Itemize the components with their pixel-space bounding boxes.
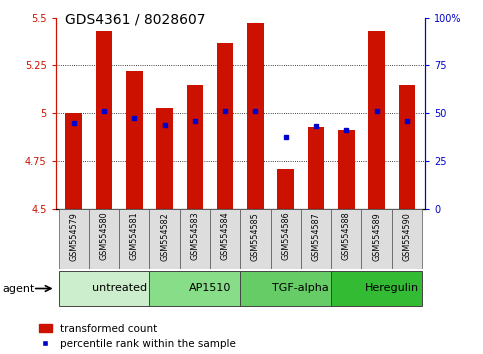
Text: GSM554590: GSM554590 (402, 212, 412, 261)
Text: GSM554579: GSM554579 (69, 212, 78, 261)
Text: TGF-alpha: TGF-alpha (272, 283, 329, 293)
FancyBboxPatch shape (180, 209, 210, 269)
Bar (186, 85, 203, 209)
Text: Heregulin: Heregulin (365, 283, 419, 293)
Text: GSM554581: GSM554581 (130, 212, 139, 261)
Bar (308, 127, 325, 209)
Text: GDS4361 / 8028607: GDS4361 / 8028607 (65, 12, 206, 27)
FancyBboxPatch shape (331, 209, 361, 269)
FancyBboxPatch shape (58, 209, 89, 269)
FancyBboxPatch shape (210, 209, 241, 269)
Bar (368, 31, 385, 209)
Text: AP1510: AP1510 (189, 283, 231, 293)
FancyBboxPatch shape (58, 271, 149, 306)
Bar (126, 71, 142, 209)
Text: agent: agent (2, 284, 35, 293)
Legend: transformed count, percentile rank within the sample: transformed count, percentile rank withi… (39, 324, 236, 349)
Text: GSM554583: GSM554583 (190, 212, 199, 261)
Bar (65, 113, 82, 209)
FancyBboxPatch shape (270, 209, 301, 269)
Bar (156, 108, 173, 209)
FancyBboxPatch shape (392, 209, 422, 269)
FancyBboxPatch shape (89, 209, 119, 269)
Text: GSM554582: GSM554582 (160, 212, 169, 261)
FancyBboxPatch shape (331, 271, 422, 306)
Bar (96, 31, 113, 209)
FancyBboxPatch shape (149, 271, 241, 306)
FancyBboxPatch shape (149, 209, 180, 269)
FancyBboxPatch shape (241, 271, 331, 306)
Text: GSM554589: GSM554589 (372, 212, 381, 261)
Bar (338, 131, 355, 209)
FancyBboxPatch shape (241, 209, 270, 269)
Text: GSM554588: GSM554588 (342, 212, 351, 261)
FancyBboxPatch shape (361, 209, 392, 269)
Text: GSM554586: GSM554586 (281, 212, 290, 261)
Text: GSM554584: GSM554584 (221, 212, 229, 261)
Text: GSM554587: GSM554587 (312, 212, 321, 261)
Text: GSM554585: GSM554585 (251, 212, 260, 261)
FancyBboxPatch shape (119, 209, 149, 269)
Text: GSM554580: GSM554580 (99, 212, 109, 261)
FancyBboxPatch shape (301, 209, 331, 269)
Text: untreated: untreated (92, 283, 147, 293)
Bar (217, 42, 233, 209)
Bar (247, 23, 264, 209)
Bar (277, 169, 294, 209)
Bar (398, 85, 415, 209)
